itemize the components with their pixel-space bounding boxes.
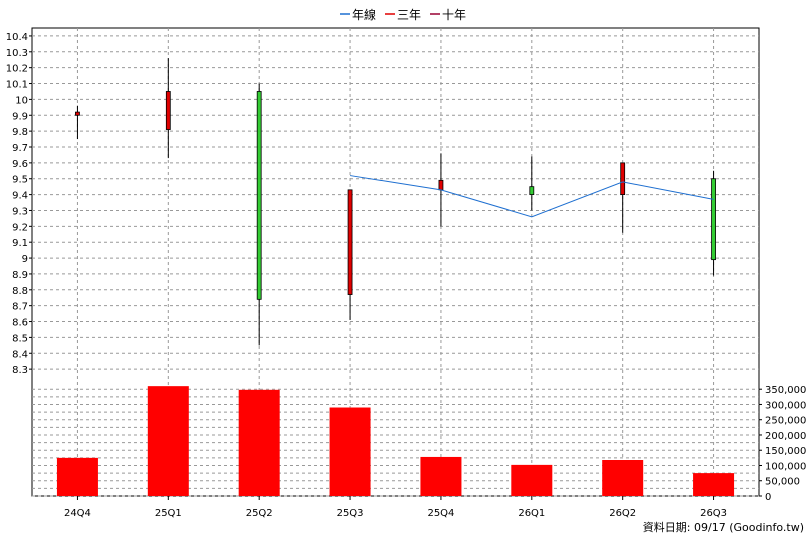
price-tick-label: 10.2 [6,64,28,75]
ma-line [349,175,714,218]
candle-body [620,162,626,196]
volume-tick-label: 100,000 [765,461,806,472]
price-tick-label: 8.8 [12,286,28,297]
price-tick-label: 10 [15,95,28,106]
volume-bar [238,389,280,496]
candles [75,58,716,346]
price-tick-label: 9.8 [12,127,28,138]
price-tick-label: 9.9 [12,111,28,122]
price-tick-label: 9.2 [12,222,28,233]
price-tick-label: 9.1 [12,238,28,249]
volume-bars [56,386,735,496]
x-tick-label: 25Q3 [337,508,364,519]
volume-tick-label: 50,000 [765,477,800,488]
ma-series-line [349,175,714,218]
volume-bar [420,456,462,496]
x-tick-label: 26Q2 [609,508,636,519]
data-date-footer: 資料日期: 09/17 (Goodinfo.tw) [643,520,804,534]
x-tick-label: 24Q4 [64,508,91,519]
candle-body [256,91,262,300]
x-axis: 24Q4 25Q1 25Q2 25Q3 25Q4 26Q1 26Q2 26Q3 [64,496,727,519]
legend: 年線 三年 十年 [340,7,466,22]
volume-tick-label: 200,000 [765,431,806,442]
price-tick-label: 9.6 [12,159,28,170]
x-tick-label: 25Q2 [246,508,273,519]
plot-frame [31,27,760,497]
price-tick-label: 9.7 [12,143,28,154]
price-tick-label: 9.4 [12,191,28,202]
volume-bar [147,386,189,496]
candle-body [438,179,444,191]
volume-tick-label: 150,000 [765,446,806,457]
price-tick-label: 8.9 [12,270,28,281]
legend-label: 十年 [442,8,466,22]
volume-tick-label: 250,000 [765,416,806,427]
volume-bar [602,459,644,496]
x-tick-label: 25Q4 [427,508,454,519]
price-tick-label: 8.5 [12,333,28,344]
legend-label: 三年 [397,8,421,22]
grid [32,28,759,497]
x-tick-label: 25Q1 [155,508,182,519]
candle-body [529,186,535,196]
price-tick-label: 9 [22,254,28,265]
volume-tick-label: 300,000 [765,400,806,411]
x-tick-label: 26Q3 [700,508,727,519]
legend-label: 年線 [352,7,376,22]
candle-body [165,91,171,130]
volume-tick-label: 350,000 [765,385,806,396]
plot-border [31,27,760,497]
volume-bar [56,457,98,496]
volume-axis: 350,000 300,000 250,000 200,000 150,000 100,0… [759,385,806,503]
candle-body [711,178,716,261]
price-tick-label: 10.1 [6,80,28,91]
price-axis: 10.4 10.3 10.2 10.1 10 9.9 9.8 9.7 9.6 9.5 9.4 9.3 9… [6,32,32,376]
volume-bar [329,407,371,496]
price-tick-label: 8.6 [12,318,28,329]
price-tick-label: 9.3 [12,206,28,217]
price-tick-label: 8.3 [12,365,28,376]
volume-bar [511,464,553,496]
x-tick-label: 26Q1 [518,508,545,519]
price-tick-label: 9.5 [12,175,28,186]
price-tick-label: 10.3 [6,48,28,59]
price-tick-label: 8.4 [12,349,28,360]
volume-bar [693,473,735,496]
price-tick-label: 8.7 [12,302,28,313]
price-tick-label: 10.4 [6,32,28,43]
candle-body [347,189,353,295]
volume-tick-label: 0 [765,492,771,503]
candle-body [75,111,80,116]
